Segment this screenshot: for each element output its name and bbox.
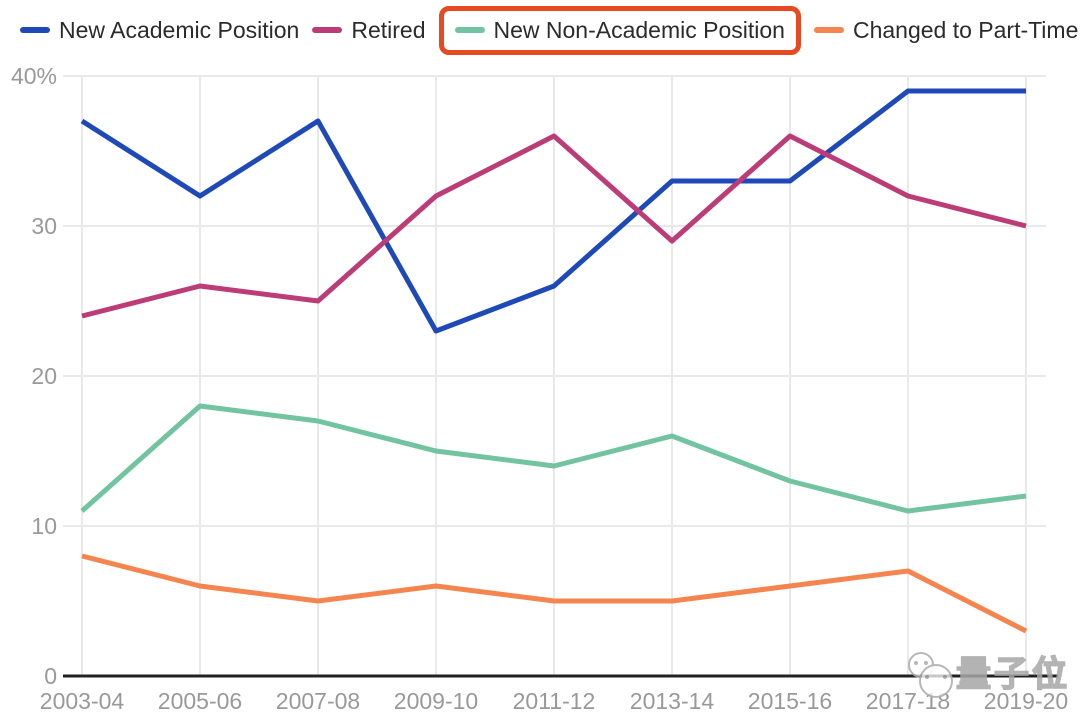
legend-label: Retired — [351, 16, 426, 43]
legend-label: Changed to Part-Time — [852, 16, 1079, 43]
svg-text:2017-18: 2017-18 — [866, 688, 950, 714]
legend-item-new-academic-position: New Academic Position — [20, 17, 299, 44]
legend-label: New Academic Position — [59, 16, 300, 43]
svg-text:10: 10 — [31, 513, 57, 539]
svg-text:2019-20: 2019-20 — [984, 688, 1068, 714]
svg-text:2009-10: 2009-10 — [394, 688, 478, 714]
svg-text:30: 30 — [31, 213, 57, 239]
legend-swatch-new-academic-position — [20, 27, 50, 33]
legend-swatch-retired — [312, 27, 343, 33]
legend-swatch-changed-to-part-time — [813, 27, 844, 33]
svg-text:2015-16: 2015-16 — [748, 688, 832, 714]
svg-text:2003-04: 2003-04 — [40, 688, 125, 714]
svg-text:2005-06: 2005-06 — [158, 688, 242, 714]
legend-item-new-non-academic-position: New Non-Academic Position — [454, 16, 785, 44]
svg-text:2011-12: 2011-12 — [513, 688, 596, 714]
svg-text:0: 0 — [44, 663, 57, 689]
legend-highlight-annotation-box: New Non-Academic Position — [438, 5, 801, 55]
legend-label: New Non-Academic Position — [493, 16, 785, 43]
legend-item-changed-to-part-time: Changed to Part-Time — [813, 16, 1079, 44]
svg-text:2007-08: 2007-08 — [276, 688, 360, 714]
svg-text:20: 20 — [31, 363, 57, 389]
svg-text:2013-14: 2013-14 — [630, 688, 715, 714]
svg-text:40%: 40% — [11, 63, 57, 89]
legend-swatch-new-non-academic-position — [454, 27, 485, 33]
legend-item-retired: Retired — [312, 16, 426, 44]
chart-legend: New Academic Position Retired New Non-Ac… — [20, 4, 1078, 56]
